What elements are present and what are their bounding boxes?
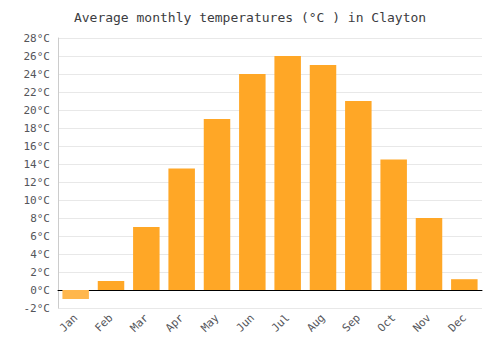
svg-text:6°C: 6°C [30,230,50,243]
svg-text:Jul: Jul [269,311,292,334]
svg-text:28°C: 28°C [24,32,51,45]
svg-text:Feb: Feb [92,311,115,334]
svg-text:24°C: 24°C [24,68,51,81]
svg-text:Aug: Aug [304,311,327,334]
svg-text:Jan: Jan [57,311,80,334]
svg-text:May: May [198,311,221,334]
svg-text:Dec: Dec [446,311,469,334]
svg-text:16°C: 16°C [24,140,51,153]
svg-text:Oct: Oct [375,311,398,334]
svg-text:8°C: 8°C [30,212,50,225]
svg-text:Jun: Jun [234,311,257,334]
svg-text:22°C: 22°C [24,86,51,99]
svg-text:4°C: 4°C [30,248,50,261]
svg-text:2°C: 2°C [30,266,50,279]
svg-text:10°C: 10°C [24,194,51,207]
svg-text:Mar: Mar [128,311,151,334]
svg-text:12°C: 12°C [24,176,51,189]
svg-text:26°C: 26°C [24,50,51,63]
svg-text:0°C: 0°C [30,284,50,297]
svg-text:Apr: Apr [163,311,186,334]
svg-text:20°C: 20°C [24,104,51,117]
svg-text:18°C: 18°C [24,122,51,135]
svg-text:14°C: 14°C [24,158,51,171]
svg-text:Nov: Nov [410,311,433,334]
svg-text:-2°C: -2°C [24,302,51,315]
svg-text:Average monthly temperatures (: Average monthly temperatures (°C ) in Cl… [74,10,426,25]
svg-text:Sep: Sep [340,311,363,334]
